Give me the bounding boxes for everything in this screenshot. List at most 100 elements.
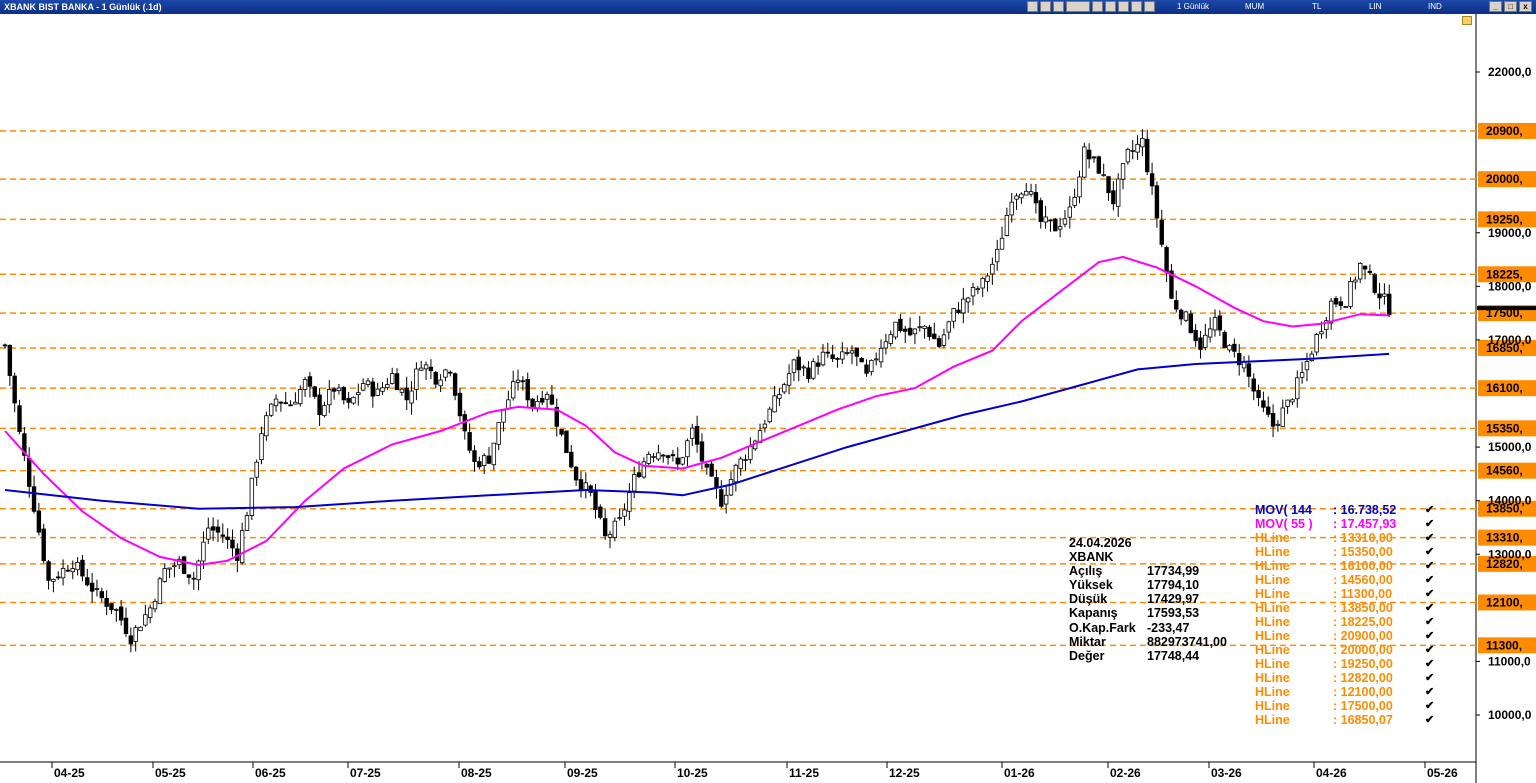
- checkmark-icon[interactable]: ✔: [1425, 616, 1435, 628]
- candle-body: [1077, 176, 1082, 198]
- legend-row[interactable]: HLine: 13850,00 ✔: [1255, 601, 1434, 615]
- legend-row[interactable]: HLine : 20900,00 ✔: [1255, 629, 1434, 643]
- chart-style-menu[interactable]: MUM: [1245, 2, 1265, 11]
- legend-row[interactable]: HLine: 17500,00 ✔: [1255, 699, 1434, 713]
- legend-row[interactable]: MOV( 144: 16.738,52 ✔: [1255, 503, 1434, 517]
- legend-name: MOV( 144: [1255, 503, 1312, 517]
- legend-row[interactable]: HLine: 18225,00 ✔: [1255, 615, 1434, 629]
- candle-body: [375, 388, 380, 396]
- candle-body: [602, 518, 608, 537]
- candle-body: [883, 341, 889, 349]
- checkmark-icon[interactable]: ✔: [1425, 644, 1435, 656]
- legend-value: : 12100,00: [1333, 685, 1393, 699]
- info-value: -233,47: [1147, 620, 1190, 635]
- currency-menu[interactable]: TL: [1312, 2, 1322, 11]
- window-controls: _ □ x: [1489, 1, 1532, 12]
- x-tick-label: 10-25: [677, 766, 708, 780]
- checkmark-icon[interactable]: ✔: [1425, 630, 1435, 642]
- window-title: XBANK BIST BANKA - 1 Günlük (.1d): [4, 2, 162, 12]
- checkmark-icon[interactable]: ✔: [1425, 672, 1435, 684]
- checkmark-icon[interactable]: ✔: [1425, 714, 1435, 726]
- candle-body: [56, 576, 61, 579]
- maximize-button[interactable]: □: [1504, 1, 1517, 12]
- close-button[interactable]: x: [1519, 1, 1532, 12]
- candle-body: [772, 395, 777, 413]
- legend-row[interactable]: HLine: 12820,00 ✔: [1255, 671, 1434, 685]
- candle-body: [191, 577, 196, 580]
- legend-value: : 20900,00: [1333, 629, 1393, 643]
- checkmark-icon[interactable]: ✔: [1425, 658, 1435, 670]
- checkmark-icon[interactable]: ✔: [1425, 686, 1435, 698]
- candle-body: [36, 510, 42, 533]
- checkmark-icon[interactable]: ✔: [1425, 700, 1435, 712]
- text-tool-icon[interactable]: [1053, 1, 1064, 12]
- candle-body: [423, 364, 429, 370]
- checkmark-icon[interactable]: ✔: [1425, 602, 1435, 614]
- hline-tag: [1478, 594, 1536, 611]
- zoom-tool-icon[interactable]: [1131, 1, 1142, 12]
- candle-body: [1280, 407, 1285, 427]
- hline-tag: [1478, 462, 1536, 479]
- legend-row[interactable]: HLine: 19250,00 ✔: [1255, 657, 1434, 671]
- checkmark-icon[interactable]: ✔: [1425, 532, 1435, 544]
- candle-body: [1024, 190, 1029, 196]
- checkmark-icon[interactable]: ✔: [1425, 574, 1435, 586]
- legend-value: : 20000,00: [1333, 643, 1393, 657]
- legend-name: HLine: [1255, 629, 1290, 643]
- hline-tag-label: 20000,: [1486, 172, 1523, 186]
- info-value: 17794,10: [1147, 578, 1200, 593]
- candle-body: [452, 373, 458, 396]
- legend-name: HLine: [1255, 699, 1290, 713]
- candle-body: [94, 588, 100, 590]
- candle-body: [167, 567, 172, 570]
- hline-tag-label: 12100,: [1486, 595, 1523, 609]
- x-tick-label: 02-26: [1110, 766, 1141, 780]
- legend-row[interactable]: HLine: 20000,00 ✔: [1255, 643, 1434, 657]
- candle-body: [2, 344, 8, 347]
- checkmark-icon[interactable]: ✔: [1425, 560, 1435, 572]
- candle-body: [1295, 377, 1300, 400]
- candle-body: [1367, 270, 1373, 274]
- legend-row[interactable]: HLine: 16850,07 ✔: [1255, 713, 1434, 727]
- template-tool-icon[interactable]: [1066, 1, 1090, 12]
- candle-body: [854, 347, 860, 357]
- draw-tool-icon[interactable]: [1040, 1, 1051, 12]
- lock-icon[interactable]: [1462, 16, 1472, 25]
- candle-body: [917, 326, 922, 329]
- candle-body: [830, 354, 835, 360]
- legend-row[interactable]: HLine: 12100,00 ✔: [1255, 685, 1434, 699]
- checkmark-icon[interactable]: ✔: [1425, 588, 1435, 600]
- candle-body: [1145, 138, 1150, 173]
- settings-tool-icon[interactable]: [1144, 1, 1155, 12]
- grid-tool-icon[interactable]: [1105, 1, 1116, 12]
- legend-row[interactable]: HLine: 11300,00 ✔: [1255, 587, 1434, 601]
- candle-body: [941, 334, 947, 346]
- chart-tool-icon[interactable]: [1027, 1, 1038, 12]
- candle-body: [782, 384, 787, 393]
- legend-row[interactable]: MOV( 55 ): 17.457,93 ✔: [1255, 517, 1434, 531]
- candle-body: [811, 361, 816, 379]
- minimize-button[interactable]: _: [1489, 1, 1502, 12]
- candle-body: [1348, 281, 1353, 307]
- candle-body: [206, 527, 211, 540]
- indicator-menu[interactable]: IND: [1428, 2, 1442, 11]
- legend-row[interactable]: HLine: 14560,00 ✔: [1255, 573, 1434, 587]
- legend-row[interactable]: HLine: 16100,00 ✔: [1255, 559, 1434, 573]
- candle-body: [1120, 163, 1126, 180]
- candle-body: [680, 457, 685, 465]
- checkmark-icon[interactable]: ✔: [1425, 518, 1435, 530]
- candle-body: [1338, 301, 1344, 306]
- checkmark-icon[interactable]: ✔: [1425, 546, 1435, 558]
- scale-menu[interactable]: LIN: [1369, 2, 1382, 11]
- hline-tag: [1478, 555, 1536, 572]
- hline-tag-label: 12820,: [1486, 557, 1523, 571]
- candle-body: [888, 334, 893, 344]
- period-menu[interactable]: 1 Günlük: [1177, 2, 1210, 11]
- checkmark-icon[interactable]: ✔: [1425, 504, 1435, 516]
- legend-row[interactable]: HLine: 15350,00 ✔: [1255, 545, 1434, 559]
- legend-row[interactable]: HLine: 13310,00 ✔: [1255, 531, 1434, 545]
- candle-body: [1232, 343, 1237, 352]
- pen-tool-icon[interactable]: [1118, 1, 1129, 12]
- copy-tool-icon[interactable]: [1092, 1, 1103, 12]
